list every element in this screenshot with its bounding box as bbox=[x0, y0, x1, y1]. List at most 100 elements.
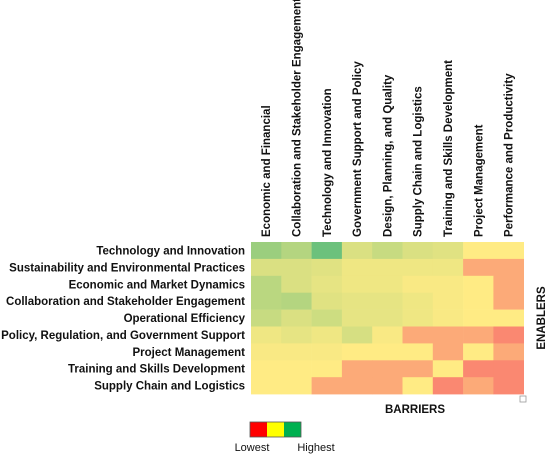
column-label: Training and Skills Development bbox=[443, 60, 455, 237]
heatmap-cell bbox=[281, 377, 312, 395]
legend-swatch bbox=[284, 422, 301, 437]
column-label: Collaboration and Stakeholder Engagement bbox=[291, 0, 303, 237]
heatmap-cell bbox=[493, 326, 524, 344]
heatmap-cell bbox=[311, 275, 343, 293]
row-label: Project Management bbox=[133, 347, 246, 359]
heatmap-cell bbox=[493, 292, 524, 310]
heatmap-cell bbox=[281, 275, 312, 293]
column-label: Supply Chain and Logistics bbox=[413, 86, 425, 237]
heatmap-cell bbox=[372, 309, 403, 327]
heatmap-cell bbox=[341, 360, 373, 378]
heatmap-cell bbox=[311, 326, 343, 344]
heatmap-cell bbox=[432, 275, 464, 293]
heatmap-cell bbox=[432, 258, 464, 277]
heatmap-cell bbox=[341, 343, 373, 361]
heatmap-cell bbox=[432, 292, 464, 310]
row-label: Sustainability and Environmental Practic… bbox=[9, 262, 245, 274]
heatmap-cell bbox=[372, 275, 403, 293]
heatmap-cell bbox=[493, 242, 524, 260]
heatmap-cell bbox=[372, 258, 403, 277]
heatmap-cell bbox=[402, 326, 434, 344]
resize-handle bbox=[519, 395, 527, 403]
heatmap-cell bbox=[432, 343, 464, 361]
heatmap-cell bbox=[341, 309, 373, 327]
heatmap-cell bbox=[281, 360, 312, 378]
heatmap-cell bbox=[341, 377, 373, 395]
heatmap-cell bbox=[281, 343, 312, 361]
row-label: Technology and Innovation bbox=[96, 245, 245, 257]
row-label: Collaboration and Stakeholder Engagement bbox=[6, 296, 245, 308]
heatmap-cell bbox=[432, 377, 464, 395]
heatmap-cell bbox=[463, 242, 494, 260]
heatmap-cell bbox=[493, 360, 524, 378]
column-label: Technology and Innovation bbox=[322, 88, 334, 237]
heatmap-cell bbox=[341, 242, 373, 260]
heatmap-cell bbox=[372, 292, 403, 310]
heatmap-cell bbox=[281, 326, 312, 344]
heatmap-cell bbox=[281, 309, 312, 327]
column-labels: Economic and Financial Collaboration and … bbox=[261, 0, 515, 237]
heatmap-cell bbox=[463, 343, 494, 361]
heatmap-cell bbox=[341, 275, 373, 293]
heatmap-cell bbox=[251, 242, 282, 260]
heatmap-cell bbox=[311, 377, 343, 395]
heatmap-cell bbox=[372, 343, 403, 361]
heatmap-cell bbox=[493, 275, 524, 293]
heatmap-cell bbox=[402, 377, 434, 395]
column-label: Performance and Productivity bbox=[504, 73, 516, 237]
heatmap-cell bbox=[251, 258, 282, 277]
heatmap-cell bbox=[341, 292, 373, 310]
heatmap-cell bbox=[402, 309, 434, 327]
heatmap-cell bbox=[281, 242, 312, 260]
row-labels: Technology and Innovation Sustainability … bbox=[1, 245, 245, 392]
heatmap-cell bbox=[432, 326, 464, 344]
heatmap-cell bbox=[372, 377, 403, 395]
row-label: Policy, Regulation, and Government Suppo… bbox=[1, 330, 245, 342]
legend-high-label: Highest bbox=[297, 442, 334, 454]
legend-low-label: Lowest bbox=[235, 442, 270, 454]
heatmap-cell bbox=[251, 343, 282, 361]
heatmap-cell bbox=[372, 326, 403, 344]
heatmap-cell bbox=[281, 258, 312, 277]
heatmap-cell bbox=[463, 258, 494, 277]
barriers-axis-label: BARRIERS bbox=[385, 404, 445, 416]
heatmap-cell bbox=[402, 275, 434, 293]
heatmap-cell bbox=[493, 343, 524, 361]
heatmap-cell bbox=[251, 377, 282, 395]
heatmap-cell bbox=[251, 326, 282, 344]
row-label: Supply Chain and Logistics bbox=[94, 381, 245, 393]
heatmap-cell bbox=[432, 309, 464, 327]
heatmap-cell bbox=[463, 275, 494, 293]
row-label: Economic and Market Dynamics bbox=[69, 279, 245, 291]
heatmap-cell bbox=[281, 292, 312, 310]
heatmap-cell bbox=[251, 292, 282, 310]
heatmap-cell bbox=[311, 309, 343, 327]
heatmap-cells bbox=[251, 242, 524, 395]
legend-swatch bbox=[267, 422, 284, 437]
heatmap-cell bbox=[493, 258, 524, 277]
heatmap-cell bbox=[463, 360, 494, 378]
heatmap-cell bbox=[402, 292, 434, 310]
heatmap-cell bbox=[251, 360, 282, 378]
heatmap-cell bbox=[311, 343, 343, 361]
legend bbox=[249, 421, 302, 438]
column-label: Government Support and Policy bbox=[352, 61, 364, 237]
column-label: Project Management bbox=[473, 124, 485, 237]
column-label: Economic and Financial bbox=[261, 105, 273, 237]
enablers-axis-label: ENABLERS bbox=[536, 286, 548, 350]
heatmap-cell bbox=[372, 360, 403, 378]
heatmap-cell bbox=[311, 242, 343, 260]
heatmap-cell bbox=[463, 377, 494, 395]
heatmap-cell bbox=[311, 258, 343, 277]
heatmap-cell bbox=[402, 258, 434, 277]
legend-swatch bbox=[250, 422, 267, 437]
row-label: Training and Skills Development bbox=[68, 364, 245, 376]
heatmap-cell bbox=[311, 292, 343, 310]
heatmap-cell bbox=[463, 309, 494, 327]
heatmap-cell bbox=[402, 360, 434, 378]
heatmap-cell bbox=[341, 258, 373, 277]
column-label: Design, Planning, and Quality bbox=[382, 74, 394, 237]
legend-border bbox=[249, 421, 302, 438]
row-label: Operational Efficiency bbox=[124, 313, 246, 325]
